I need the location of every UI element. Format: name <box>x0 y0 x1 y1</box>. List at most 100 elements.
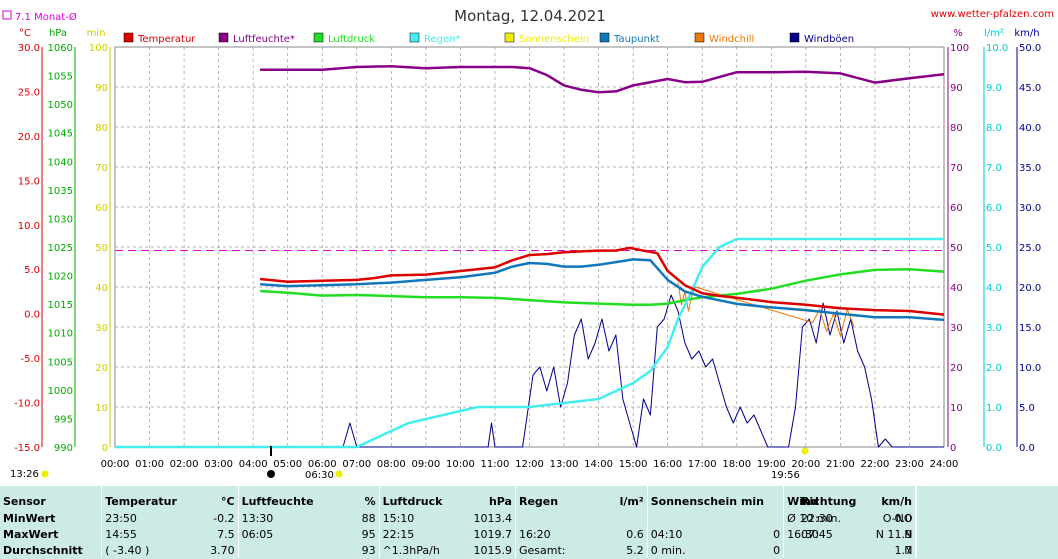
rain-tick-label: 9.0 <box>986 83 1002 94</box>
cell-wind-time: 16:30 <box>787 527 819 541</box>
cell-sun-time <box>647 510 723 526</box>
cell-rain-val <box>589 510 648 526</box>
chart-legend: Temperatur Luftfeuchte* Luftdruck Regen* Son… <box>123 32 854 45</box>
cell-hum-time: 06:05 <box>241 527 274 541</box>
humidity-tick-label: 90 <box>950 83 963 94</box>
legend-label: Luftdruck <box>328 34 375 45</box>
legend-swatch <box>313 32 324 43</box>
temperature-tick-label: 5.0 <box>24 265 40 276</box>
cell-sun-val <box>723 510 785 526</box>
cell-hum-time: 13:30 <box>241 511 274 525</box>
cell-press-time: 15:10 <box>382 511 415 525</box>
temperature-tick-label: -15.0 <box>14 443 40 454</box>
dir-row-min: 22:30 O-NO <box>798 510 917 526</box>
sunshine-tick-label: 40 <box>95 283 108 294</box>
grid-layer: 00:00 01:00 02:00 03:00 04:00 05:00 06:00 07:00… <box>101 46 958 470</box>
x-tick-label: 04:00 <box>239 459 268 470</box>
wind-tick-label: 40.0 <box>1019 123 1041 134</box>
pressure-tick-label: 1045 <box>48 129 73 140</box>
stats-table: Sensor Temperatur °C Luftfeuchte % Luftd… <box>0 486 916 558</box>
pressure-tick-label: 1035 <box>48 186 73 197</box>
x-tick-label: 13:00 <box>550 459 579 470</box>
cell-temp-val: -0.2 <box>180 510 239 526</box>
pressure-tick-label: 1015 <box>48 300 73 311</box>
x-tick-label: 14:00 <box>584 459 613 470</box>
humidity-tick-label: 40 <box>950 283 963 294</box>
sunshine-tick-label: 90 <box>95 83 108 94</box>
x-tick-label: 17:00 <box>688 459 717 470</box>
hdr-rain-unit: l/m² <box>589 486 648 510</box>
temperature-tick-label: 30.0 <box>18 43 40 54</box>
legend-swatch <box>123 32 134 43</box>
wind-tick-label: 0.0 <box>1019 443 1035 454</box>
pressure-tick-label: 1025 <box>48 243 73 254</box>
rain-tick-label: 3.0 <box>986 323 1002 334</box>
hdr-humidity: Luftfeuchte <box>241 495 314 508</box>
hdr-pressure: Luftdruck <box>382 495 443 508</box>
legend-label: Temperatur <box>137 34 196 45</box>
cell-dir-val: N <box>862 526 917 542</box>
legend-label: Windchill <box>709 34 754 45</box>
pressure-tick-label: 990 <box>54 443 73 454</box>
wind-tick-label: 25.0 <box>1019 243 1041 254</box>
legend-swatch <box>694 32 705 43</box>
cell-sun-time: 0 min. <box>650 543 686 557</box>
row-label: MaxWert <box>0 526 103 542</box>
sunrise-time: 06:30 <box>305 470 334 481</box>
monthly-avg-label: 7.1 Monat-Ø <box>15 11 77 23</box>
sunshine-tick-label: 20 <box>95 363 108 374</box>
pressure-tick-label: 1005 <box>48 357 73 368</box>
hdr-pressure-unit: hPa <box>457 486 516 510</box>
x-tick-label: 07:00 <box>342 459 371 470</box>
humidity-tick-label: 80 <box>950 123 963 134</box>
legend-label: Luftfeuchte* <box>233 34 295 45</box>
series-windböen-line <box>115 294 944 448</box>
x-tick-label: 08:00 <box>377 459 406 470</box>
sunshine-tick-label: 100 <box>89 43 108 54</box>
cell-dir-time <box>798 542 862 558</box>
rain-tick-label: 0.0 <box>986 443 1002 454</box>
x-tick-label: 16:00 <box>653 459 682 470</box>
rain-tick-label: 5.0 <box>986 243 1002 254</box>
moon-icon <box>267 470 275 478</box>
axes-layer: °C -15.0 -10.0 -5.0 0.0 5.0 10.0 15.0 20.0 25.0 30… <box>14 28 1041 454</box>
pressure-tick-label: 1040 <box>48 157 73 168</box>
series-luftdruck-line <box>260 268 945 306</box>
weather-chart: Montag, 12.04.2021 www.wetter-pfalzen.co… <box>2 7 1054 481</box>
temperature-tick-label: -10.0 <box>14 399 40 410</box>
cell-dir-time: 07:45 <box>801 527 833 541</box>
cell-temp-time: 23:50 <box>105 511 137 525</box>
pressure-tick-label: 1055 <box>48 72 73 83</box>
cell-hum-time <box>238 542 317 558</box>
x-tick-label: 10:00 <box>446 459 475 470</box>
humidity-tick-label: 60 <box>950 203 963 214</box>
sunshine-tick-label: 70 <box>95 163 108 174</box>
temperature-tick-label: 15.0 <box>18 176 40 187</box>
row-label: MinWert <box>0 510 103 526</box>
series-regen-line <box>115 237 944 449</box>
stats-header-row: Sensor Temperatur °C Luftfeuchte % Luftd… <box>0 486 916 510</box>
wind-tick-label: 5.0 <box>1019 403 1035 414</box>
x-tick-label: 02:00 <box>170 459 199 470</box>
rain-tick-label: 2.0 <box>986 363 1002 374</box>
series-layer <box>115 64 945 449</box>
cell-hum-val: 88 <box>316 510 380 526</box>
rain-tick-label: 4.0 <box>986 283 1002 294</box>
hdr-temperature: Temperatur <box>105 495 177 508</box>
daylight-sun-icon <box>41 470 49 478</box>
cell-rain-time: Gesamt: <box>518 543 566 557</box>
cell-temp-time: ( -3.40 ) <box>105 543 150 557</box>
dir-row-max: 07:45 N <box>798 526 917 542</box>
cell-dir-val: O-NO <box>862 510 917 526</box>
website-link[interactable]: www.wetter-pfalzen.com <box>931 9 1054 20</box>
stats-row-min: MinWert 23:50 -0.2 13:30 88 15:10 1013.4… <box>0 510 916 526</box>
stats-direction-table: Richtung 22:30 O-NO 07:45 N N <box>798 486 917 558</box>
legend-swatch <box>409 32 420 43</box>
sunshine-tick-label: 10 <box>95 403 108 414</box>
dir-row-avg: N <box>798 542 917 558</box>
pressure-unit-label: hPa <box>49 28 67 39</box>
temperature-tick-label: 10.0 <box>18 221 40 232</box>
cell-temp-time: 14:55 <box>105 527 137 541</box>
monthly-avg-marker-icon <box>2 10 12 20</box>
sunshine-tick-label: 50 <box>95 243 108 254</box>
